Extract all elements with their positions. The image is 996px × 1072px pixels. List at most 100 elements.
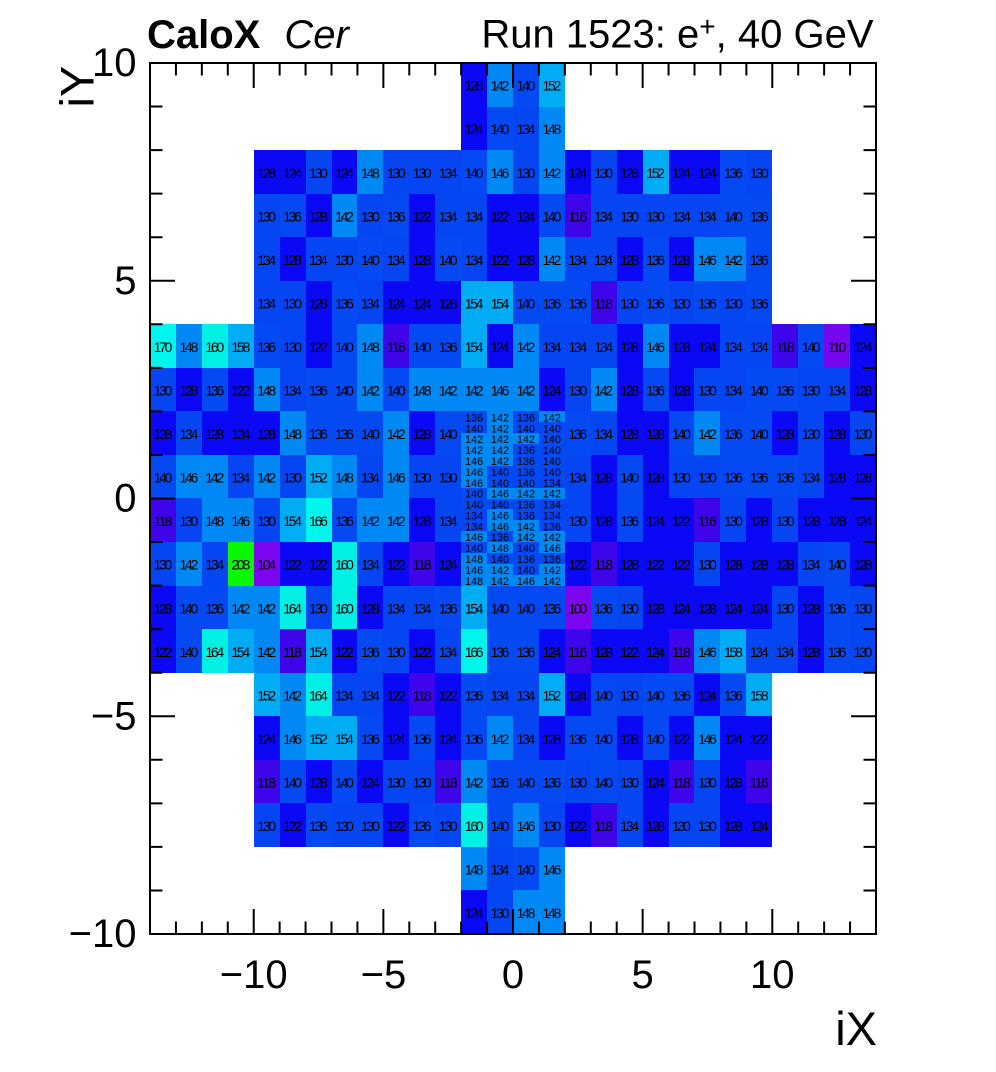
- svg-text:128: 128: [672, 383, 691, 399]
- svg-text:146: 146: [465, 467, 483, 479]
- svg-text:122: 122: [491, 252, 510, 268]
- svg-text:142: 142: [465, 775, 484, 791]
- svg-text:128: 128: [257, 165, 276, 181]
- svg-text:128: 128: [154, 426, 173, 442]
- svg-text:134: 134: [828, 383, 847, 399]
- svg-text:124: 124: [646, 513, 665, 529]
- svg-text:164: 164: [205, 644, 224, 660]
- svg-text:124: 124: [231, 426, 250, 442]
- svg-text:136: 136: [750, 252, 769, 268]
- svg-text:154: 154: [309, 644, 328, 660]
- svg-text:130: 130: [854, 426, 873, 442]
- svg-text:140: 140: [517, 543, 535, 555]
- svg-text:136: 136: [517, 510, 535, 522]
- svg-text:122: 122: [387, 687, 406, 703]
- svg-text:140: 140: [828, 557, 847, 573]
- svg-text:124: 124: [646, 644, 665, 660]
- svg-text:130: 130: [309, 600, 328, 616]
- svg-text:128: 128: [620, 383, 639, 399]
- svg-text:134: 134: [594, 252, 613, 268]
- svg-text:134: 134: [231, 470, 250, 486]
- svg-text:128: 128: [802, 600, 821, 616]
- svg-text:134: 134: [750, 644, 769, 660]
- svg-text:134: 134: [439, 208, 458, 224]
- svg-text:134: 134: [465, 521, 483, 533]
- svg-text:146: 146: [465, 565, 483, 577]
- svg-text:104: 104: [257, 557, 276, 573]
- svg-text:124: 124: [750, 600, 769, 616]
- svg-text:124: 124: [283, 165, 302, 181]
- svg-text:140: 140: [465, 423, 483, 435]
- svg-text:158: 158: [750, 687, 769, 703]
- svg-text:136: 136: [517, 412, 535, 424]
- svg-text:136: 136: [724, 687, 743, 703]
- svg-text:142: 142: [517, 521, 535, 533]
- svg-text:130: 130: [387, 644, 406, 660]
- svg-text:148: 148: [257, 383, 276, 399]
- svg-text:136: 136: [491, 532, 509, 544]
- svg-text:128: 128: [309, 208, 328, 224]
- svg-text:142: 142: [335, 208, 354, 224]
- svg-text:134: 134: [672, 208, 691, 224]
- svg-text:124: 124: [257, 731, 276, 747]
- svg-text:140: 140: [491, 554, 509, 566]
- svg-text:142: 142: [517, 383, 536, 399]
- svg-text:128: 128: [854, 470, 873, 486]
- svg-text:134: 134: [465, 252, 484, 268]
- svg-text:130: 130: [854, 644, 873, 660]
- svg-text:130: 130: [672, 470, 691, 486]
- svg-text:148: 148: [543, 121, 562, 137]
- svg-text:130: 130: [283, 295, 302, 311]
- svg-text:140: 140: [491, 818, 510, 834]
- svg-text:134: 134: [309, 252, 328, 268]
- svg-text:124: 124: [750, 818, 769, 834]
- svg-text:142: 142: [491, 78, 510, 94]
- svg-text:140: 140: [361, 426, 380, 442]
- svg-text:140: 140: [517, 423, 535, 435]
- svg-text:134: 134: [361, 470, 380, 486]
- svg-text:118: 118: [257, 775, 276, 791]
- svg-text:140: 140: [543, 208, 562, 224]
- svg-text:124: 124: [491, 339, 510, 355]
- svg-text:128: 128: [413, 426, 432, 442]
- svg-text:142: 142: [517, 532, 535, 544]
- svg-text:Run 1523: e+, 40 GeV: Run 1523: e+, 40 GeV: [481, 11, 874, 57]
- svg-text:−10: −10: [69, 912, 137, 956]
- svg-text:110: 110: [828, 339, 847, 355]
- svg-text:134: 134: [465, 208, 484, 224]
- svg-text:142: 142: [491, 565, 509, 577]
- svg-text:146: 146: [465, 478, 483, 490]
- svg-text:136: 136: [724, 470, 743, 486]
- svg-text:130: 130: [620, 208, 639, 224]
- svg-text:130: 130: [283, 470, 302, 486]
- svg-text:140: 140: [465, 165, 484, 181]
- svg-text:iX: iX: [835, 1002, 877, 1055]
- svg-text:5: 5: [114, 259, 136, 303]
- svg-text:116: 116: [387, 339, 406, 355]
- svg-text:134: 134: [517, 121, 536, 137]
- svg-text:122: 122: [387, 818, 406, 834]
- svg-text:142: 142: [491, 576, 509, 588]
- svg-text:128: 128: [154, 600, 173, 616]
- svg-text:118: 118: [439, 775, 458, 791]
- svg-text:122: 122: [750, 731, 769, 747]
- svg-text:124: 124: [854, 339, 873, 355]
- svg-text:134: 134: [283, 383, 302, 399]
- svg-text:122: 122: [413, 644, 432, 660]
- svg-text:146: 146: [491, 165, 510, 181]
- svg-text:128: 128: [698, 600, 717, 616]
- svg-text:142: 142: [439, 383, 458, 399]
- svg-text:134: 134: [698, 208, 717, 224]
- svg-text:142: 142: [361, 383, 380, 399]
- svg-text:130: 130: [724, 513, 743, 529]
- svg-text:140: 140: [361, 252, 380, 268]
- svg-text:134: 134: [543, 510, 561, 522]
- svg-text:142: 142: [491, 434, 509, 446]
- svg-text:142: 142: [491, 445, 509, 457]
- svg-text:130: 130: [361, 818, 380, 834]
- svg-text:128: 128: [517, 252, 536, 268]
- svg-text:142: 142: [543, 565, 561, 577]
- svg-text:118: 118: [594, 295, 613, 311]
- svg-text:130: 130: [620, 687, 639, 703]
- svg-text:146: 146: [180, 470, 199, 486]
